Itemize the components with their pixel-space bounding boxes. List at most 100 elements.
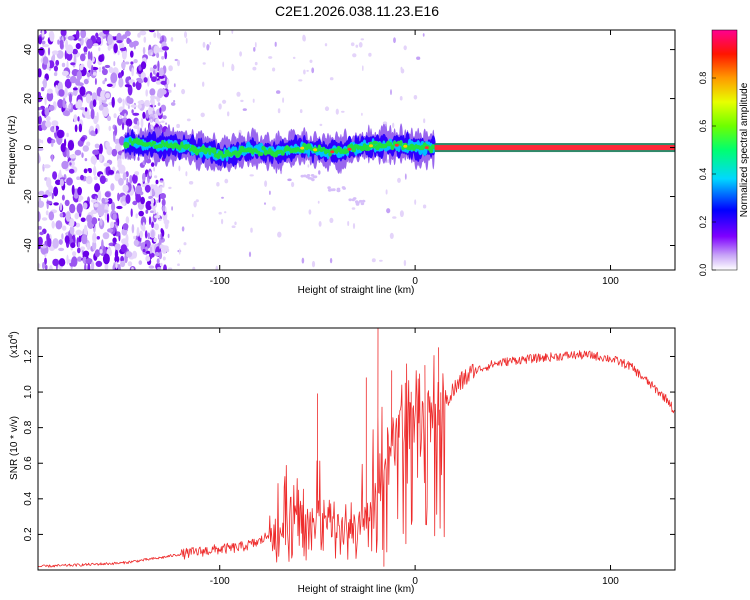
- faint-speckle: [299, 109, 303, 114]
- faint-tail-blob: [351, 198, 356, 202]
- faint-speckle: [168, 186, 172, 190]
- noise-speckle: [96, 36, 101, 43]
- noise-speckle: [46, 199, 49, 210]
- noise-speckle: [38, 107, 42, 111]
- noise-speckle: [64, 78, 72, 89]
- spectrogram-ytick-label: 40: [23, 44, 34, 56]
- faint-speckle: [150, 203, 154, 207]
- noise-speckle: [125, 194, 131, 204]
- noise-speckle: [83, 51, 87, 55]
- noise-speckle: [124, 113, 127, 119]
- noise-speckle: [80, 246, 86, 251]
- noise-speckle: [92, 232, 97, 244]
- noise-speckle: [114, 243, 121, 250]
- noise-speckle: [91, 217, 98, 225]
- noise-speckle: [77, 186, 82, 196]
- faint-speckle: [358, 42, 363, 48]
- faint-speckle: [324, 106, 330, 111]
- faint-speckle: [351, 207, 356, 210]
- noise-speckle: [93, 203, 99, 208]
- noise-speckle: [164, 221, 169, 230]
- noise-speckle: [116, 40, 123, 44]
- noise-speckle: [85, 114, 92, 120]
- signal-band-cell: [299, 148, 305, 153]
- noise-speckle: [143, 36, 147, 43]
- faint-speckle: [318, 221, 322, 227]
- noise-speckle: [140, 61, 147, 70]
- noise-speckle: [132, 250, 138, 259]
- faint-tail-blob: [336, 189, 341, 192]
- noise-speckle: [46, 91, 54, 102]
- noise-speckle: [133, 239, 139, 247]
- signal-peak-cell: [424, 146, 429, 150]
- spectrogram-axes: -100 0 100 -40 -20 0 20 40: [23, 30, 675, 287]
- faint-speckle: [179, 248, 181, 255]
- faint-speckle: [162, 256, 166, 261]
- noise-speckle: [159, 67, 164, 77]
- noise-speckle: [121, 34, 128, 39]
- noise-speckle: [69, 75, 77, 84]
- noise-speckle: [51, 120, 59, 127]
- noise-speckle: [75, 229, 83, 236]
- noise-speckle: [117, 50, 120, 56]
- faint-speckle: [181, 226, 185, 232]
- noise-speckle: [68, 168, 75, 174]
- noise-speckle: [80, 217, 86, 223]
- faint-speckle: [282, 97, 285, 103]
- noise-speckle: [108, 169, 115, 175]
- noise-speckle: [113, 43, 118, 54]
- snr-panel: -100 0 100 0.2 0.4 0.6 0.8 1.0 1.2 Height of str…: [8, 327, 676, 595]
- noise-speckle: [104, 262, 109, 270]
- noise-speckle: [154, 215, 160, 219]
- faint-speckle: [403, 45, 407, 51]
- noise-speckle: [78, 123, 83, 133]
- faint-speckle: [154, 251, 160, 257]
- faint-speckle: [178, 165, 181, 172]
- faint-speckle: [183, 242, 187, 246]
- faint-speckle: [206, 44, 210, 51]
- faint-speckle: [414, 199, 417, 205]
- faint-speckle: [311, 260, 316, 268]
- noise-speckle: [121, 122, 125, 131]
- noise-speckle: [41, 30, 45, 38]
- noise-speckle: [55, 59, 60, 66]
- faint-speckle: [341, 110, 345, 113]
- spectrogram-ytick-label: -40: [23, 238, 34, 253]
- faint-speckle: [350, 42, 355, 47]
- faint-speckle: [252, 66, 257, 71]
- noise-speckle: [159, 193, 166, 200]
- noise-speckle: [87, 50, 91, 61]
- signal-peak-cell: [369, 144, 373, 148]
- noise-speckle: [68, 104, 72, 110]
- noise-speckle: [60, 30, 67, 37]
- noise-speckle: [150, 229, 155, 239]
- faint-speckle: [292, 56, 296, 60]
- faint-speckle: [157, 234, 160, 240]
- noise-speckle: [77, 99, 83, 108]
- noise-speckle: [131, 67, 134, 77]
- noise-speckle: [99, 97, 102, 107]
- noise-speckle: [111, 148, 118, 157]
- noise-speckle: [84, 158, 88, 162]
- noise-speckle: [41, 139, 44, 144]
- noise-speckle: [99, 218, 103, 226]
- faint-speckle: [371, 258, 376, 263]
- faint-speckle: [400, 66, 403, 71]
- noise-speckle: [107, 198, 113, 205]
- faint-speckle: [157, 266, 162, 270]
- faint-speckle: [202, 81, 205, 87]
- faint-speckle: [186, 118, 191, 122]
- noise-speckle: [147, 232, 151, 240]
- noise-speckle: [138, 210, 144, 217]
- noise-speckle: [130, 61, 134, 65]
- noise-speckle: [148, 171, 152, 177]
- noise-speckle: [122, 172, 127, 181]
- snr-xtick-label: 0: [412, 576, 418, 587]
- faint-tail-blob: [348, 198, 353, 202]
- faint-speckle: [150, 210, 154, 213]
- noise-speckle: [144, 230, 148, 239]
- noise-speckle: [138, 79, 144, 84]
- noise-speckle: [119, 111, 126, 116]
- noise-speckle: [161, 198, 166, 207]
- noise-speckle: [102, 30, 110, 35]
